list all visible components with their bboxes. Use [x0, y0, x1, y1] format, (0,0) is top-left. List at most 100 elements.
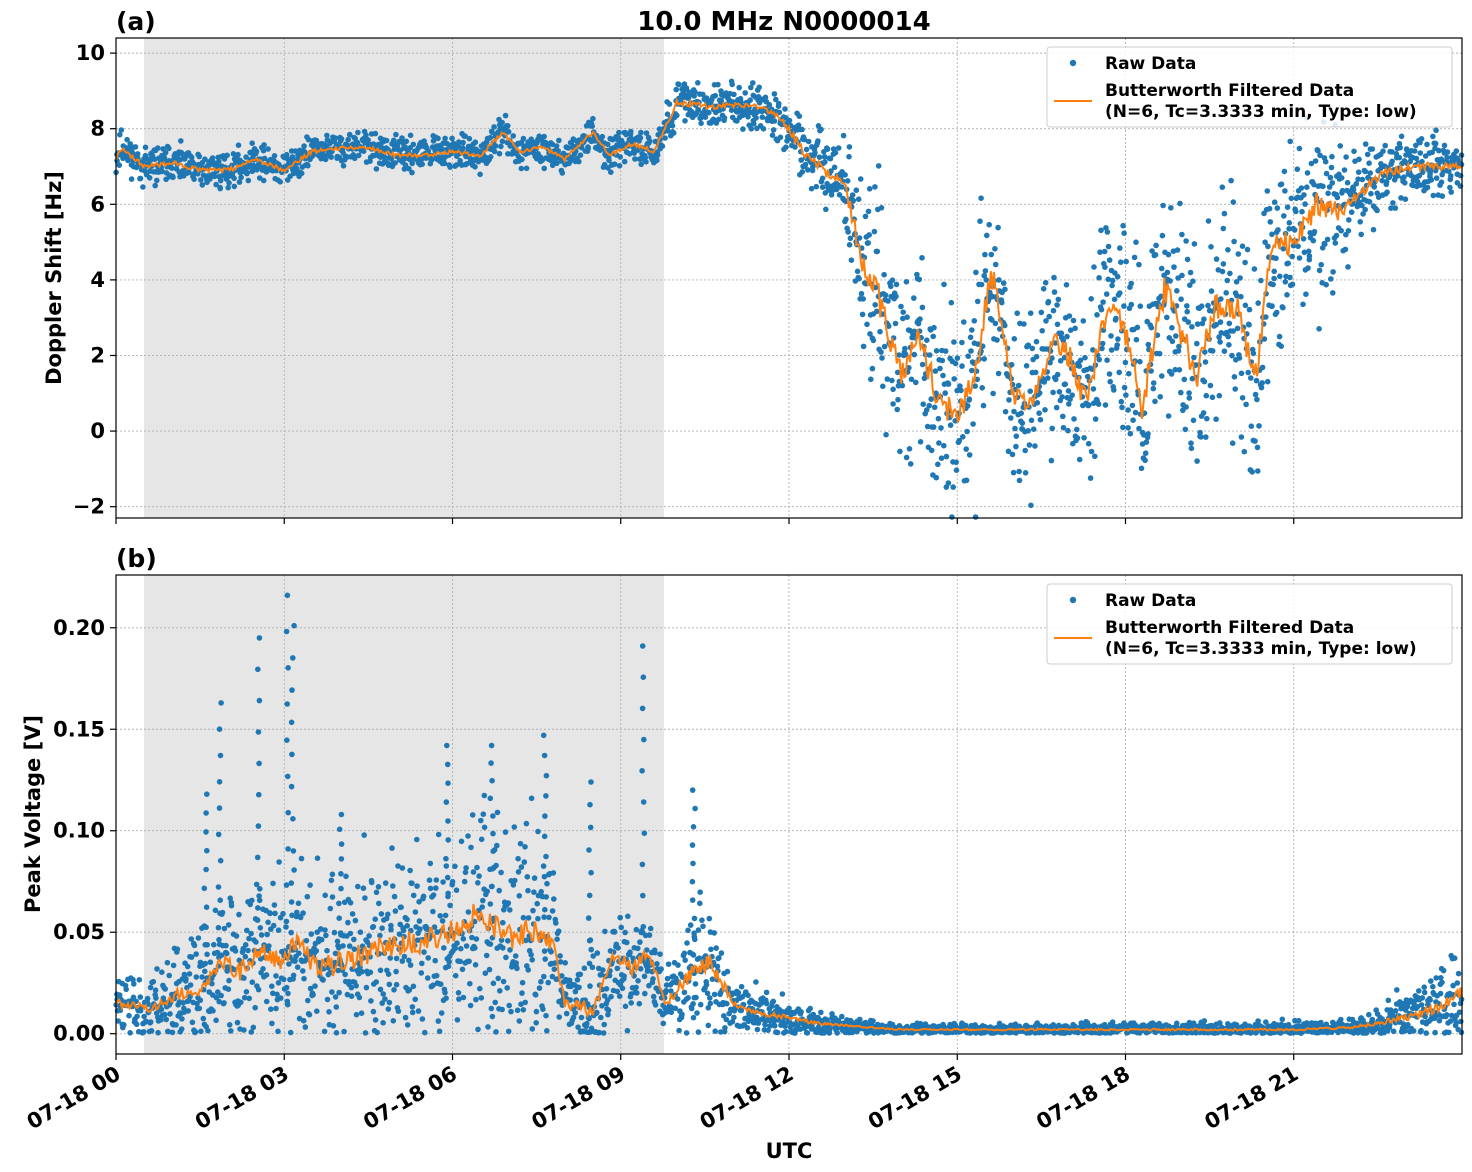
raw-data-point — [273, 1005, 279, 1012]
raw-data-point — [514, 1007, 521, 1014]
raw-data-point — [421, 949, 427, 955]
raw-data-point — [902, 345, 908, 352]
raw-data-point — [1200, 410, 1207, 416]
raw-data-point — [1398, 133, 1405, 140]
raw-data-point — [377, 154, 384, 160]
raw-data-point — [654, 152, 661, 158]
raw-data-point — [360, 885, 367, 891]
raw-data-point — [1097, 249, 1103, 255]
raw-data-point — [362, 1030, 369, 1036]
raw-data-point — [1042, 407, 1048, 413]
raw-data-point — [1223, 290, 1229, 296]
raw-data-point — [647, 925, 654, 932]
raw-data-point — [846, 144, 853, 150]
raw-data-point — [426, 877, 433, 883]
raw-data-point — [197, 997, 204, 1003]
raw-data-point — [1022, 447, 1028, 454]
raw-data-point — [614, 965, 621, 972]
raw-data-point — [877, 328, 883, 335]
raw-data-point — [291, 867, 297, 873]
raw-data-point — [679, 1011, 685, 1018]
raw-data-point — [693, 994, 699, 1001]
raw-data-point — [305, 162, 311, 169]
raw-data-point — [911, 295, 917, 301]
raw-data-point — [692, 89, 698, 95]
raw-data-point — [1133, 336, 1140, 343]
raw-data-point — [1098, 227, 1104, 234]
raw-data-point — [1070, 317, 1077, 324]
raw-data-point — [477, 171, 483, 178]
raw-data-point — [1281, 168, 1288, 175]
raw-data-point — [948, 299, 955, 306]
raw-data-point — [1238, 434, 1245, 440]
y-tick-label: 10 — [76, 41, 105, 65]
raw-data-point — [1270, 281, 1276, 288]
raw-data-point — [1433, 127, 1439, 134]
raw-data-point — [200, 1015, 207, 1022]
raw-data-point — [407, 132, 414, 139]
raw-data-point — [1305, 265, 1311, 271]
raw-data-point — [152, 182, 158, 189]
raw-data-point — [984, 232, 990, 239]
raw-data-point — [892, 320, 899, 327]
raw-data-point — [1242, 259, 1248, 266]
raw-data-point — [292, 148, 299, 154]
raw-data-point — [1304, 184, 1310, 190]
raw-data-point — [353, 1011, 360, 1018]
raw-data-point — [242, 942, 249, 948]
raw-data-point — [404, 1022, 411, 1028]
raw-data-point — [624, 1027, 631, 1034]
raw-data-point — [624, 939, 630, 946]
raw-data-point — [398, 904, 404, 910]
raw-data-point — [865, 240, 871, 246]
raw-data-point — [155, 145, 161, 151]
raw-data-point — [608, 169, 614, 175]
raw-data-point — [211, 941, 217, 948]
raw-data-point — [1224, 277, 1231, 284]
raw-data-point — [360, 148, 367, 154]
raw-data-point — [1275, 227, 1281, 233]
raw-data-point — [1228, 177, 1234, 184]
raw-data-point — [1293, 208, 1299, 215]
raw-data-point — [1439, 193, 1446, 199]
raw-data-point — [1053, 404, 1060, 411]
raw-data-point — [763, 989, 770, 996]
raw-data-point — [554, 936, 560, 942]
raw-data-point — [978, 195, 984, 201]
raw-data-point — [288, 929, 295, 936]
raw-data-point — [154, 177, 160, 184]
raw-data-point — [770, 127, 777, 133]
raw-data-point — [872, 302, 878, 308]
raw-data-point — [702, 114, 709, 120]
raw-data-point — [576, 158, 582, 165]
raw-data-point — [974, 298, 981, 305]
raw-data-point — [930, 424, 937, 430]
raw-data-point — [236, 179, 243, 185]
panel-a-shaded-region — [144, 38, 664, 518]
raw-data-point — [531, 875, 538, 881]
raw-data-point — [681, 989, 688, 996]
raw-data-point — [499, 1006, 505, 1013]
raw-data-point — [1134, 324, 1141, 331]
raw-data-point — [301, 143, 307, 149]
y-tick-label: 6 — [90, 192, 105, 216]
raw-data-point — [1203, 392, 1210, 399]
raw-data-point — [1249, 469, 1255, 475]
raw-data-point — [916, 276, 923, 283]
raw-data-point — [1121, 303, 1127, 309]
raw-data-point — [1226, 342, 1232, 348]
raw-data-point — [184, 963, 191, 970]
raw-data-point — [409, 169, 415, 176]
raw-data-point — [1318, 261, 1324, 268]
raw-data-point — [159, 969, 165, 975]
raw-data-point — [543, 1012, 549, 1019]
raw-data-point — [385, 1006, 392, 1012]
raw-data-point — [389, 845, 395, 851]
raw-data-point — [633, 926, 640, 933]
raw-data-point — [1330, 269, 1336, 275]
raw-data-point — [1430, 133, 1436, 140]
raw-data-point — [893, 281, 900, 288]
raw-data-point — [245, 947, 251, 954]
raw-data-point — [402, 1014, 409, 1021]
raw-data-point — [818, 1009, 824, 1016]
